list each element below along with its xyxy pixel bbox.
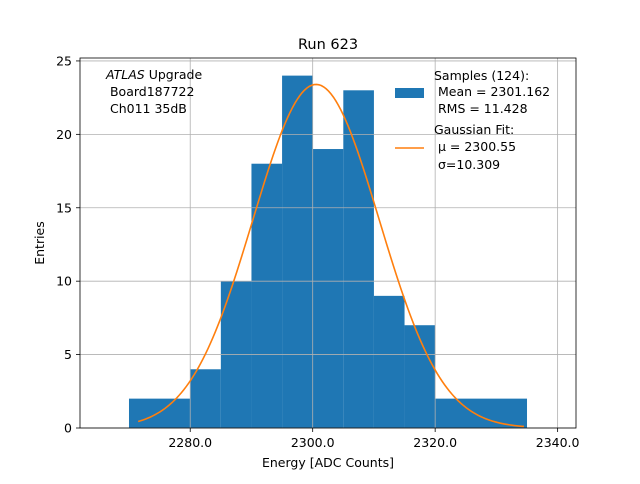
x-axis-label: Energy [ADC Counts] [262,455,394,470]
legend-samples-line-2: Mean = 2301.162 [434,84,550,99]
y-tick-label: 5 [64,347,72,362]
histogram-bar [282,75,313,428]
histogram-bar [190,369,221,428]
atlas-label: ATLAS [105,67,145,82]
y-tick-label: 25 [56,53,72,68]
y-tick-label: 0 [64,421,72,436]
histogram-bar [343,90,374,429]
x-tick-label: 2300.0 [291,435,335,450]
x-tick-label: 2340.0 [536,435,580,450]
legend-samples-line-1: Samples (124): [434,68,529,83]
annotation-box: ATLAS Upgrade Board187722 Ch011 35dB [105,67,202,116]
plot-frame [79,57,577,429]
histogram-bar [404,325,436,428]
histogram-bar [373,295,405,428]
legend-fit-line-3: σ=10.309 [434,157,500,172]
legend-samples-line-3: RMS = 11.428 [434,101,528,116]
chart-title: Run 623 [298,37,358,53]
y-axis-label: Entries [32,221,47,265]
legend-fit-line-2: μ = 2300.55 [434,139,516,154]
annotation-line-3: Ch011 35dB [106,101,187,116]
legend-fit-line-1: Gaussian Fit: [434,122,514,137]
histogram-bar [128,398,191,428]
y-tick-label: 15 [56,200,72,215]
annotation-line-2: Board187722 [106,84,194,99]
histogram-bar [251,163,283,428]
x-tick-label: 2280.0 [168,435,212,450]
histogram-bar [435,398,528,428]
y-tick-label: 20 [56,127,72,142]
annotation-line-1: ATLAS Upgrade [105,67,202,82]
legend: Samples (124): Mean = 2301.162 RMS = 11.… [395,68,550,172]
gaussian-fit-curve [137,83,525,428]
histogram-bar [312,149,344,429]
legend-samples-swatch [395,88,424,98]
upgrade-label: Upgrade [145,67,203,82]
y-tick-label: 10 [56,274,72,289]
x-tick-label: 2320.0 [413,435,457,450]
